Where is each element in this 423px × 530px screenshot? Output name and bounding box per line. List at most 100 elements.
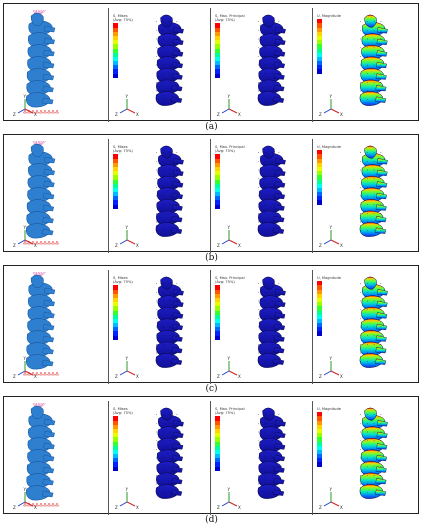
legend-swatch [113,56,118,62]
axis-label-x: X [136,505,139,509]
axis-label-x: X [238,374,241,378]
spine-model-loaded [23,141,59,245]
contour-legend: S, Mises (Avg: 75%) [113,276,147,340]
axis-label-z: Z [13,374,16,378]
legend-swatch [317,61,322,66]
legend-color-scale [113,416,147,471]
axis-label-z: Z [115,374,118,378]
legend-swatch [215,61,220,66]
legend-swatch [215,192,220,197]
legend-swatch [113,65,118,70]
spine-contour-model [155,14,184,106]
spine-contour-model [155,276,184,368]
legend-swatch [215,466,220,471]
model-overview-panel: Y Z X [7,139,105,253]
legend-swatch [113,154,118,159]
legend-swatch [317,40,322,45]
axis-label-y: Y [23,487,27,492]
legend-swatch [317,23,322,28]
axis-triad-icon: Y Z X [13,356,37,378]
von-mises-panel: S, Mises (Avg: 75%) Y Z X [108,139,207,253]
legend-swatch [113,293,118,298]
legend-swatch [215,35,220,41]
legend-swatch [317,318,322,324]
legend-swatch [317,323,322,328]
axis-label-y: Y [227,225,231,230]
contour-legend: S, Max. Principal (Avg: 75%) [215,145,249,209]
axis-label-x: X [340,243,343,247]
contour-legend: S, Max. Principal (Avg: 75%) [215,276,249,340]
legend-title: S, Mises [113,276,128,280]
legend-swatch [113,335,118,340]
legend-swatch [317,48,322,53]
legend-swatch [317,331,322,336]
axis-triad-icon: Y Z X [319,356,343,378]
legend-swatch [317,183,322,188]
legend-swatch [317,454,322,459]
legend-swatch [215,306,220,311]
legend-swatch [215,331,220,336]
max-principal-panel: S, Max. Principal (Avg: 75%) Y Z X [210,8,309,122]
legend-swatch [215,73,220,78]
axis-label-y: Y [329,225,333,230]
legend-swatch [113,416,118,421]
legend-swatch [215,166,220,172]
legend-swatch [215,462,220,467]
displacement-panel: U, Magnitude Y Z X [312,8,411,122]
axis-triad-icon: Y Z X [115,356,139,378]
legend-swatch [113,314,118,319]
axis-triad-icon: Y Z X [13,225,37,247]
axis-triad-icon: Y Z X [217,225,241,247]
legend-title: U, Magnitude [317,145,341,149]
model-overview-panel: Y Z X [7,8,105,122]
legend-title: S, Max. Principal [215,407,245,411]
figure-row: Y Z X S, Mises (Avg: 75%) Y Z X S, Max. Principa… [3,3,419,122]
legend-swatch [317,314,322,319]
legend-swatch [317,200,322,205]
legend-color-scale [317,412,351,467]
legend-swatch [317,289,322,294]
axis-label-y: Y [329,487,333,492]
row-caption: (a) [205,122,218,132]
figure-row: Y Z X S, Mises (Avg: 75%) Y Z X S, Max. Principa… [3,396,419,515]
legend-title: (Avg: 75%) [113,149,133,154]
max-principal-panel: S, Max. Principal (Avg: 75%) Y Z X [210,139,309,253]
axis-label-x: X [136,374,139,378]
legend-color-scale [317,281,351,336]
legend-swatch [317,293,322,298]
legend-swatch [317,158,322,163]
von-mises-panel: S, Mises (Avg: 75%) Y Z X [108,270,207,384]
legend-swatch [317,327,322,332]
legend-swatch [113,158,118,163]
legend-swatch [113,323,118,328]
legend-swatch [113,27,118,32]
spine-model-loaded [23,403,59,507]
legend-title: (Avg: 75%) [113,280,133,285]
figure-row: Y Z X S, Mises (Avg: 75%) Y Z X S, Max. Principa… [3,134,419,253]
legend-swatch [215,437,220,442]
legend-swatch [113,433,118,438]
axis-label-x: X [340,374,343,378]
contour-legend: S, Mises (Avg: 75%) [113,145,147,209]
legend-swatch [215,323,220,328]
legend-swatch [317,297,322,303]
model-overview-panel: Y Z X [7,401,105,515]
legend-swatch [215,179,220,184]
legend-swatch [317,154,322,159]
legend-swatch [113,183,118,188]
legend-swatch [215,441,220,446]
legend-swatch [215,162,220,167]
axis-label-x: X [34,243,37,247]
legend-color-scale [215,416,249,471]
legend-swatch [317,437,322,442]
legend-swatch [317,285,322,290]
legend-swatch [113,73,118,78]
legend-swatch [113,306,118,311]
displacement-panel: U, Magnitude Y Z X [312,270,411,384]
legend-swatch [215,318,220,324]
axis-label-x: X [340,505,343,509]
legend-swatch [113,289,118,294]
legend-swatch [215,204,220,209]
legend-swatch [317,179,322,184]
